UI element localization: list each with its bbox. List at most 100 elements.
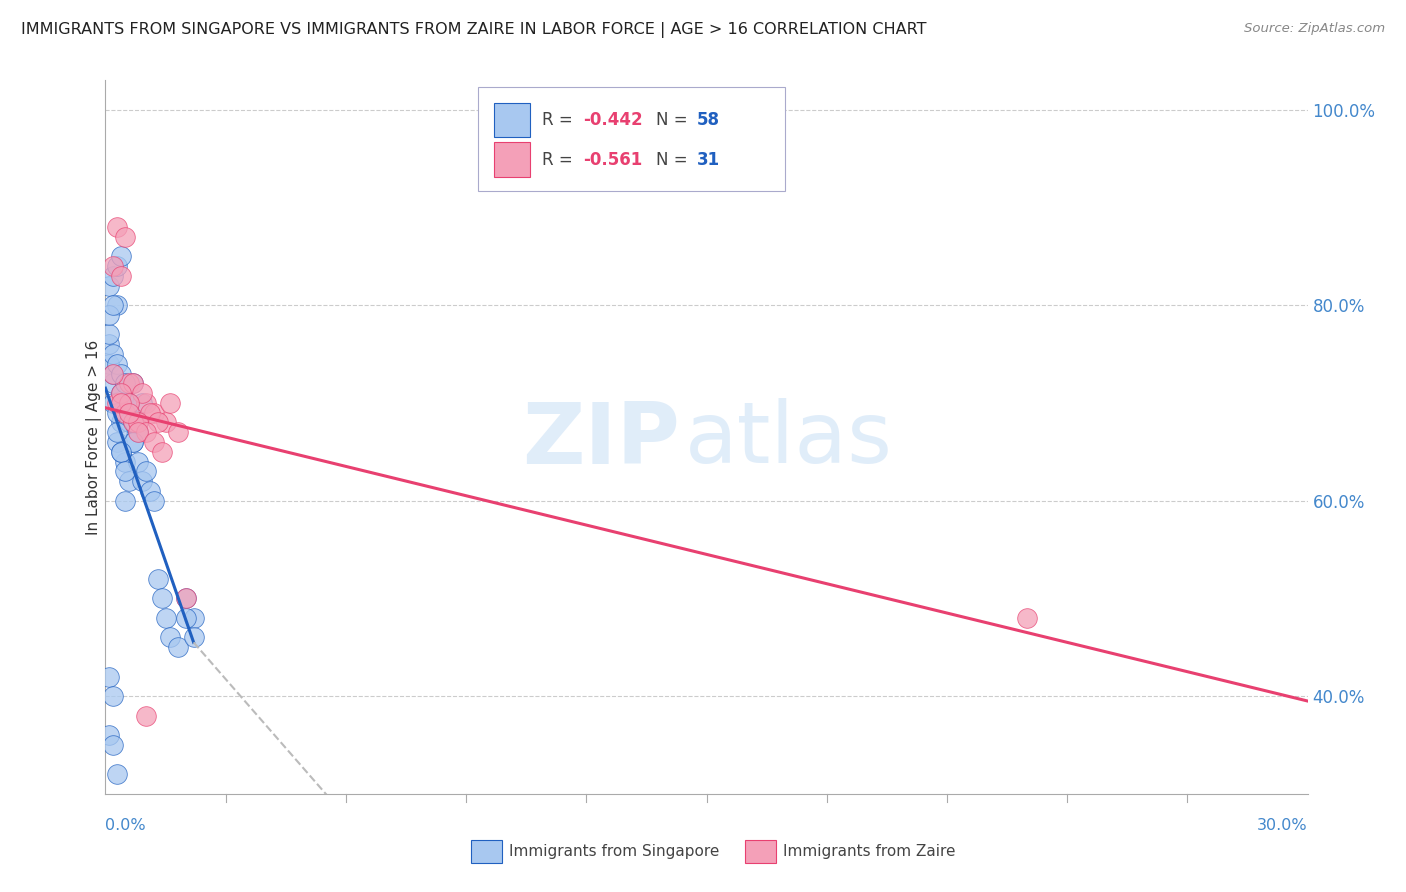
Text: 31: 31 [697, 152, 720, 169]
Point [131, 474, 153, 488]
Point [103, 259, 125, 273]
Point [166, 425, 188, 440]
Point [159, 631, 181, 645]
Point [159, 396, 181, 410]
Text: Source: ZipAtlas.com: Source: ZipAtlas.com [1244, 22, 1385, 36]
Point [107, 396, 129, 410]
Point [118, 416, 141, 430]
Point [131, 386, 153, 401]
Text: 0.0%: 0.0% [105, 818, 146, 833]
Point [107, 767, 129, 781]
Text: N =: N = [657, 152, 693, 169]
Point [103, 689, 125, 703]
Point [122, 434, 145, 449]
Point [107, 434, 129, 449]
Text: N =: N = [657, 112, 693, 129]
Point [127, 416, 149, 430]
Point [114, 229, 136, 244]
Bar [494, 103, 530, 137]
Point [110, 386, 132, 401]
Point [135, 396, 157, 410]
Point [118, 396, 141, 410]
Point [127, 454, 149, 468]
Text: 58: 58 [697, 112, 720, 129]
Point [146, 572, 169, 586]
Point [183, 611, 205, 625]
Bar [494, 143, 530, 177]
Point [118, 406, 141, 420]
Point [107, 357, 129, 371]
Point [122, 376, 145, 391]
Point [135, 464, 157, 478]
Point [98, 278, 121, 293]
Point [110, 367, 132, 381]
Point [107, 298, 129, 312]
Point [127, 425, 149, 440]
Point [155, 611, 177, 625]
Point [103, 347, 125, 361]
Point [114, 464, 136, 478]
Point [103, 738, 125, 752]
Text: Immigrants from Zaire: Immigrants from Zaire [783, 845, 956, 859]
Point [1017, 611, 1039, 625]
Point [127, 425, 149, 440]
Point [98, 308, 121, 322]
Point [135, 708, 157, 723]
Point [107, 406, 129, 420]
Point [122, 376, 145, 391]
Point [110, 268, 132, 283]
Point [150, 591, 173, 606]
Point [118, 474, 141, 488]
Point [131, 396, 153, 410]
Point [114, 493, 136, 508]
Point [174, 591, 197, 606]
Point [110, 416, 132, 430]
Point [110, 396, 132, 410]
Text: ZIP: ZIP [522, 399, 681, 483]
Point [114, 406, 136, 420]
Point [103, 367, 125, 381]
Point [122, 416, 145, 430]
Point [155, 416, 177, 430]
Point [118, 376, 141, 391]
Point [127, 416, 149, 430]
Point [98, 327, 121, 342]
Point [98, 728, 121, 742]
Point [174, 611, 197, 625]
Point [174, 591, 197, 606]
Text: Immigrants from Singapore: Immigrants from Singapore [509, 845, 720, 859]
Point [107, 259, 129, 273]
Point [138, 483, 160, 498]
Point [142, 493, 165, 508]
Point [138, 406, 160, 420]
Point [103, 298, 125, 312]
FancyBboxPatch shape [478, 87, 785, 191]
Point [142, 434, 165, 449]
Point [183, 631, 205, 645]
Text: R =: R = [541, 152, 578, 169]
Point [103, 376, 125, 391]
Text: -0.442: -0.442 [582, 112, 643, 129]
Point [114, 406, 136, 420]
Point [110, 249, 132, 263]
Point [107, 219, 129, 234]
Point [122, 416, 145, 430]
Point [150, 444, 173, 458]
Point [103, 367, 125, 381]
Point [135, 425, 157, 440]
Point [107, 425, 129, 440]
Text: 30.0%: 30.0% [1257, 818, 1308, 833]
Point [118, 396, 141, 410]
Point [146, 416, 169, 430]
Point [103, 396, 125, 410]
Text: R =: R = [541, 112, 578, 129]
Point [110, 386, 132, 401]
Point [110, 444, 132, 458]
Point [142, 406, 165, 420]
Text: IMMIGRANTS FROM SINGAPORE VS IMMIGRANTS FROM ZAIRE IN LABOR FORCE | AGE > 16 COR: IMMIGRANTS FROM SINGAPORE VS IMMIGRANTS … [21, 22, 927, 38]
Point [98, 357, 121, 371]
Point [114, 376, 136, 391]
Point [118, 396, 141, 410]
Point [122, 434, 145, 449]
Point [110, 444, 132, 458]
